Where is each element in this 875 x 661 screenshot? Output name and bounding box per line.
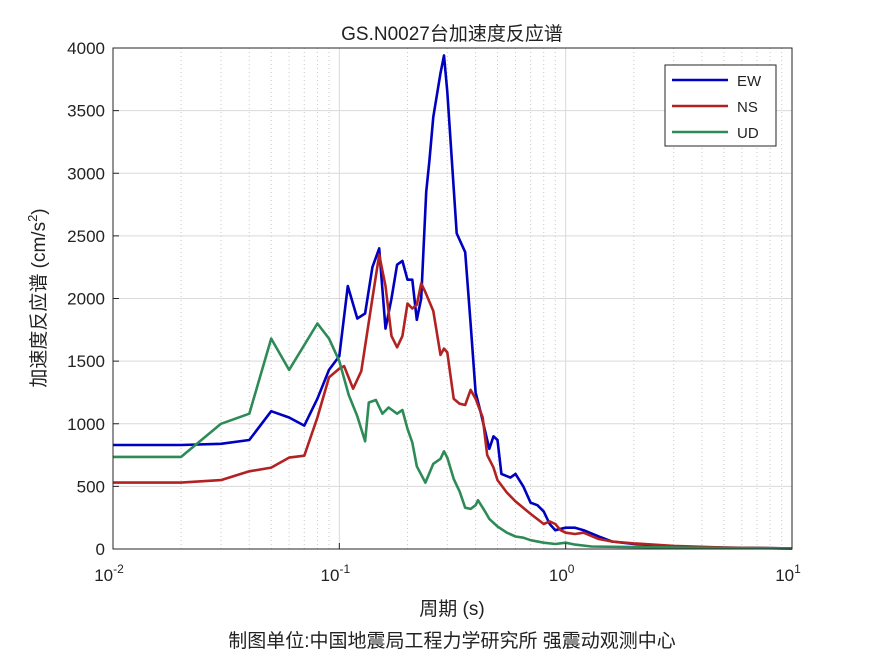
series-line-ew: [113, 54, 793, 550]
y-tick-label: 2000: [67, 290, 105, 309]
legend: EW NS UD: [664, 64, 777, 147]
y-axis-label-main: 加速度反应谱 (cm/s: [28, 222, 50, 388]
series-line-ud: [113, 322, 793, 550]
legend-label-ew: EW: [737, 73, 762, 90]
y-axis-label-end: ): [29, 208, 50, 214]
series-lines: [113, 54, 793, 550]
y-tick-label: 2500: [67, 227, 105, 246]
x-tick-label: 10-2: [94, 562, 124, 585]
y-tick-label: 3500: [67, 102, 105, 121]
y-tick-label: 1000: [67, 415, 105, 434]
legend-label-ud: UD: [737, 125, 759, 142]
footer-credit: 制图单位:中国地震局工程力学研究所 强震动观测中心: [228, 630, 676, 652]
chart-title: GS.N0027台加速度反应谱: [341, 23, 563, 45]
y-tick-label: 500: [77, 477, 105, 496]
x-axis-label: 周期 (s): [419, 598, 484, 620]
y-tick-label: 3000: [67, 164, 105, 183]
series-line-ns: [113, 253, 793, 550]
x-tick-label: 100: [549, 562, 575, 585]
y-axis-label-sup: 2: [25, 215, 40, 222]
legend-label-ns: NS: [737, 99, 758, 116]
y-tick-label: 1500: [67, 352, 105, 371]
y-axis-label: 加速度反应谱 (cm/s2): [25, 208, 50, 387]
y-tick-label: 0: [96, 540, 105, 559]
y-tick-label: 4000: [67, 39, 105, 58]
x-tick-label: 10-1: [321, 562, 351, 585]
x-tick-label: 101: [775, 562, 801, 585]
tick-labels: 10-2 10-1 100 101 0 500 1000 1500 2000 2500 3000 35…: [67, 39, 801, 585]
